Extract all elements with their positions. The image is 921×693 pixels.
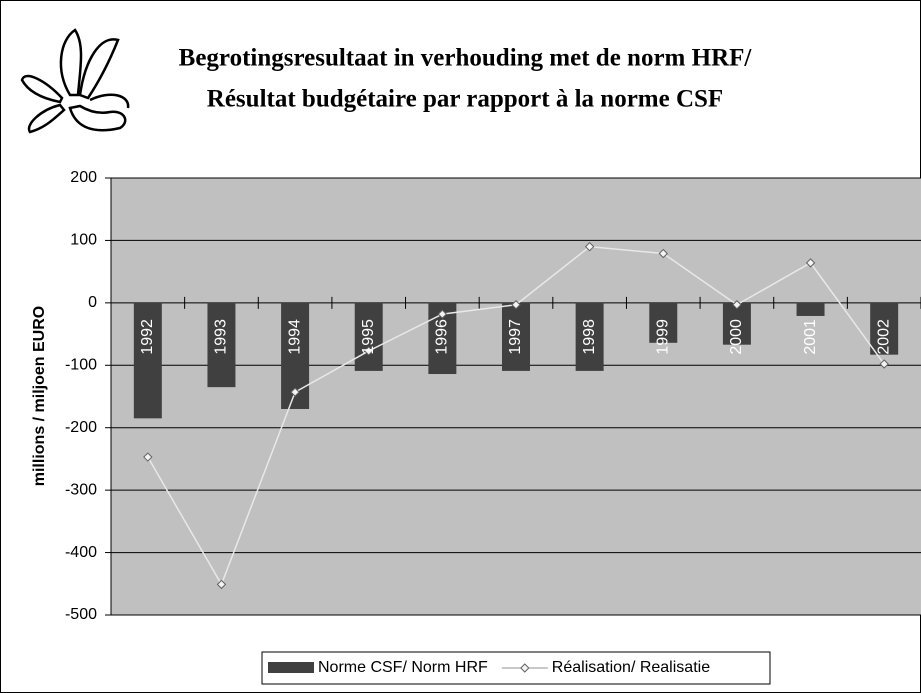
x-tick-label: 1999: [654, 319, 671, 355]
logo: [20, 28, 130, 134]
marker: [216, 579, 227, 590]
plot-area: [111, 178, 921, 615]
legend-marker: [520, 663, 530, 673]
bar: [207, 302, 236, 388]
marker: [584, 241, 595, 252]
marker: [511, 300, 521, 310]
x-tick-label: 2001: [802, 319, 819, 355]
marker: [805, 258, 816, 268]
x-tick-label: 2000: [728, 319, 745, 355]
x-tick-label: 1994: [286, 319, 303, 355]
bar: [354, 302, 383, 371]
bar: [649, 302, 678, 343]
chart-subtitle: Résultat budgétaire par rapport à la nor…: [207, 86, 723, 113]
y-tick-label: 200: [70, 169, 97, 186]
x-tick-label: 1997: [507, 319, 524, 355]
y-tick-label: -500: [65, 606, 97, 623]
legend: Norme CSF/ Norm HRF Réalisation/ Realisat…: [261, 651, 771, 685]
marker: [143, 452, 153, 462]
y-axis-label: millions / miljoen EURO: [31, 306, 48, 486]
bar: [133, 302, 162, 419]
bar: [502, 302, 530, 371]
y-tick-label: 0: [88, 294, 97, 311]
x-tick-label: 1993: [213, 319, 230, 355]
bar: [870, 302, 899, 355]
x-tick-label: 1995: [360, 319, 377, 355]
bar: [575, 302, 604, 371]
x-tick-label: 1992: [139, 319, 156, 355]
y-tick-label: -400: [65, 544, 97, 561]
marker: [437, 309, 448, 319]
marker: [290, 387, 300, 397]
y-tick-label: -100: [65, 357, 97, 374]
bar: [796, 302, 825, 316]
legend-swatch: [268, 662, 314, 673]
x-tick-label: 1996: [434, 319, 451, 355]
chart-title: Begrotingsresultaat in verhouding met de…: [179, 45, 753, 72]
marker: [364, 346, 374, 356]
legend-label: Réalisation/ Realisatie: [552, 659, 710, 676]
bar: [722, 302, 751, 345]
marker: [879, 359, 889, 369]
marker: [658, 248, 668, 259]
y-tick-label: -200: [65, 419, 97, 436]
legend-label: Norme CSF/ Norm HRF: [318, 659, 488, 676]
x-tick-label: 1998: [581, 319, 598, 355]
marker: [732, 300, 742, 310]
x-tick-label: 2002: [875, 319, 892, 355]
y-tick-label: 100: [70, 232, 97, 249]
y-tick-label: -300: [65, 481, 97, 498]
